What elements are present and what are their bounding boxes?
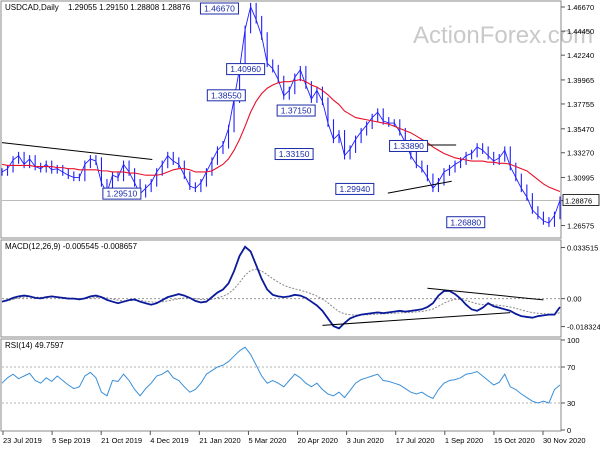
price-y-tick-label: 1.30995 <box>567 173 594 182</box>
x-tick-label: 30 Nov 2020 <box>543 436 586 445</box>
price-callout-box <box>276 104 316 117</box>
price-y-tick-label: 1.44450 <box>567 27 594 36</box>
price-callout-label: 1.26880 <box>450 217 481 227</box>
price-callout-label: 1.29940 <box>339 184 370 194</box>
price-callout-box <box>199 2 239 15</box>
macd-line <box>1 245 561 330</box>
rsi-y-tick-label: 70 <box>567 363 575 372</box>
x-tick-label: 15 Oct 2020 <box>494 436 535 445</box>
rsi-label: RSI(14) 49.7597 <box>5 341 64 350</box>
price-y-tick-label: 1.46670 <box>567 3 594 12</box>
price-callout-label: 1.33890 <box>393 141 424 151</box>
macd-trendline <box>427 287 544 301</box>
price-callout-label: 1.29510 <box>107 189 138 199</box>
price-panel-frame <box>0 0 562 239</box>
price-trendline <box>387 180 452 194</box>
x-tick-label: 17 Jul 2020 <box>396 436 435 445</box>
price-callout-box <box>102 187 142 200</box>
price-callout-box <box>206 89 246 102</box>
macd-layer <box>1 245 561 330</box>
price-callout-box <box>389 139 429 152</box>
x-tick-label: 5 Sep 2019 <box>52 436 90 445</box>
axis-layer: 1.46670 1.44450 1.42240 1.39965 1.37755 1.354… <box>2 3 600 445</box>
price-y-tick-label: 1.35470 <box>567 125 594 134</box>
macd-panel-frame <box>0 239 562 338</box>
chart-title: USDCAD,Daily <box>5 3 59 12</box>
rsi-panel-frame <box>0 338 562 432</box>
price-line <box>1 5 561 224</box>
price-y-tick-label: 1.42240 <box>567 51 594 60</box>
macd-y-tick-label: -0.018324 <box>567 323 600 332</box>
x-tick-label: 20 Apr 2020 <box>298 436 338 445</box>
x-tick-label: 21 Oct 2019 <box>101 436 142 445</box>
price-layer: 1.46670 1.40960 1.38550 1.37150 1.33150 1.295… <box>1 2 561 229</box>
rsi-line <box>1 346 561 404</box>
price-trendline <box>1 142 153 160</box>
price-callout-label: 1.40960 <box>230 64 261 74</box>
price-quote: 1.29055 1.29150 1.28808 1.28876 <box>68 3 191 12</box>
price-callout-box <box>335 182 375 195</box>
x-tick-label: 3 Jun 2020 <box>347 436 384 445</box>
price-callout-label: 1.37150 <box>281 106 312 116</box>
x-tick-label: 1 Sep 2020 <box>445 436 483 445</box>
price-y-tick-label: 1.39965 <box>567 76 594 85</box>
price-callout-box <box>446 216 486 229</box>
price-y-tick-label: 1.33270 <box>567 149 594 158</box>
price-callout-box <box>226 63 266 76</box>
watermark: ActionForex.com <box>413 22 593 49</box>
x-tick-label: 21 Jan 2020 <box>199 436 240 445</box>
rsi-layer <box>1 346 561 404</box>
rsi-y-tick-label: 0 <box>567 426 571 435</box>
current-price-tag-label: 1.28876 <box>565 197 592 206</box>
moving-average-line <box>1 78 561 193</box>
macd-y-tick-label: 0.033515 <box>567 244 598 253</box>
current-price-tag <box>562 194 600 206</box>
price-y-tick-label: 1.37755 <box>567 100 594 109</box>
price-y-tick-label: 1.26575 <box>567 222 594 231</box>
rsi-y-tick-label: 30 <box>567 399 575 408</box>
price-callout-label: 1.33150 <box>279 149 310 159</box>
macd-signal-line <box>1 268 561 316</box>
price-callout-label: 1.38550 <box>211 90 242 100</box>
x-tick-label: 23 Jul 2019 <box>3 436 42 445</box>
macd-label: MACD(12,26,9) -0.005545 -0.008657 <box>5 242 138 251</box>
price-callout-box <box>274 148 314 161</box>
macd-trendline <box>322 312 511 326</box>
macd-y-tick-label: 0.00 <box>567 295 582 304</box>
x-tick-label: 4 Dec 2019 <box>150 436 188 445</box>
rsi-y-tick-label: 100 <box>567 336 580 345</box>
price-callout-label: 1.46670 <box>204 4 235 14</box>
x-tick-label: 5 Mar 2020 <box>248 436 286 445</box>
